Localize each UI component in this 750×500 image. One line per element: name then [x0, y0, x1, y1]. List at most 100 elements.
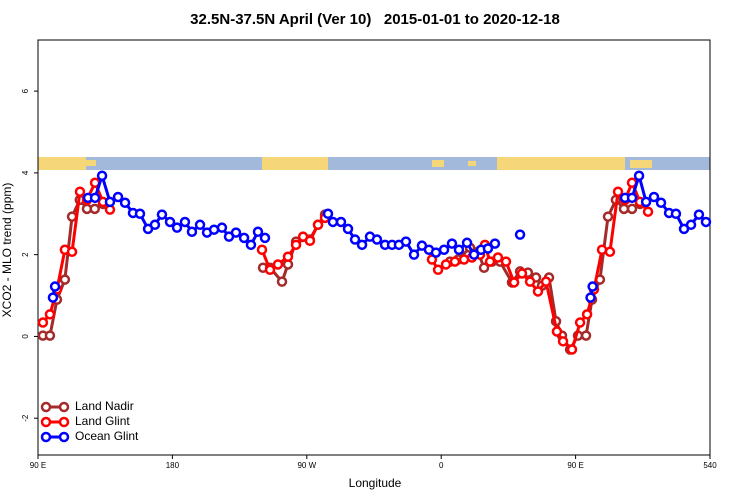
- data-point: [282, 251, 294, 262]
- data-point: [602, 211, 614, 222]
- data-point: [516, 268, 528, 279]
- data-point: [585, 292, 596, 303]
- data-point: [461, 237, 473, 249]
- legend-label: Land Nadir: [75, 399, 134, 413]
- data-point: [626, 192, 638, 204]
- x-tick-label: 90 W: [297, 461, 316, 470]
- data-point: [335, 216, 347, 228]
- data-point: [186, 226, 198, 238]
- legend-marker: [58, 401, 70, 413]
- data-point: [478, 262, 490, 273]
- data-point: [438, 244, 450, 255]
- data-point: [230, 227, 242, 238]
- data-point: [514, 229, 526, 240]
- data-point: [626, 203, 638, 215]
- data-point: [89, 203, 100, 215]
- data-point: [290, 239, 302, 251]
- data-point: [179, 216, 191, 228]
- x-axis-label: Longitude: [349, 476, 402, 490]
- data-point: [272, 259, 284, 270]
- data-point: [349, 234, 361, 245]
- data-point: [468, 249, 480, 260]
- data-point: [587, 281, 598, 292]
- data-point: [508, 277, 520, 288]
- legend-marker: [40, 416, 52, 428]
- data-point: [171, 222, 183, 233]
- legend-label: Ocean Glint: [75, 429, 139, 443]
- legend-marker: [58, 431, 70, 443]
- data-point: [566, 344, 578, 355]
- data-point: [276, 276, 288, 287]
- data-point: [194, 219, 206, 231]
- data-point: [66, 246, 78, 258]
- data-point: [655, 197, 667, 208]
- data-point: [356, 239, 368, 251]
- legend-label: Land Glint: [75, 414, 130, 428]
- data-point: [245, 239, 257, 251]
- y-tick-label: -2: [21, 414, 30, 422]
- land-mask-strip: [38, 157, 710, 170]
- data-point: [134, 208, 146, 220]
- data-point: [440, 259, 452, 270]
- data-point: [252, 226, 264, 238]
- data-point: [119, 197, 131, 208]
- data-point: [670, 208, 682, 220]
- data-point: [432, 264, 444, 276]
- data-point: [482, 243, 494, 254]
- x-tick-label: 90 E: [567, 461, 583, 470]
- x-tick-label: 0: [439, 461, 444, 470]
- data-point: [693, 209, 705, 220]
- data-point: [112, 191, 124, 203]
- data-point: [430, 247, 442, 258]
- plot-frame: [37, 39, 711, 456]
- y-tick-label: 4: [21, 170, 30, 175]
- legend-marker: [40, 401, 52, 413]
- data-point: [44, 330, 56, 341]
- x-tick-label: 90 E: [30, 461, 46, 470]
- data-point: [342, 223, 354, 235]
- x-tick-label: 540: [703, 461, 717, 470]
- data-point: [640, 196, 652, 208]
- y-tick-label: 2: [21, 252, 30, 257]
- data-point: [322, 208, 334, 220]
- x-tick-label: 180: [166, 461, 180, 470]
- legend-marker: [40, 431, 52, 443]
- data-point: [551, 326, 563, 337]
- data-point: [259, 232, 271, 244]
- data-point: [618, 203, 630, 215]
- data-point: [492, 252, 504, 263]
- data-point: [633, 170, 645, 181]
- data-point: [304, 235, 316, 247]
- data-point: [149, 219, 161, 231]
- data-point: [700, 216, 712, 228]
- data-point: [156, 209, 168, 220]
- data-point: [104, 196, 116, 208]
- data-point: [59, 274, 71, 285]
- data-point: [408, 249, 420, 260]
- data-point: [371, 234, 383, 245]
- data-point: [44, 309, 56, 320]
- legend-marker: [58, 416, 70, 428]
- data-point: [49, 281, 61, 292]
- data-point: [604, 246, 616, 258]
- y-tick-label: 6: [21, 88, 30, 93]
- data-point: [612, 186, 624, 197]
- data-point: [449, 256, 461, 267]
- data-point: [500, 256, 512, 267]
- data-point: [557, 336, 569, 347]
- chart-title: 32.5N-37.5N April (Ver 10) 2015-01-01 to…: [190, 11, 560, 28]
- data-point: [532, 286, 544, 297]
- data-point: [74, 186, 86, 197]
- data-point: [96, 170, 108, 181]
- data-point: [312, 219, 324, 231]
- data-point: [581, 309, 593, 320]
- data-point: [453, 244, 465, 255]
- y-tick-label: 0: [21, 334, 30, 339]
- y-axis-label: XCO2 - MLO trend (ppm): [0, 183, 14, 318]
- data-point: [524, 276, 536, 287]
- data-point: [256, 244, 268, 255]
- data-point: [238, 232, 250, 244]
- data-point: [164, 216, 176, 228]
